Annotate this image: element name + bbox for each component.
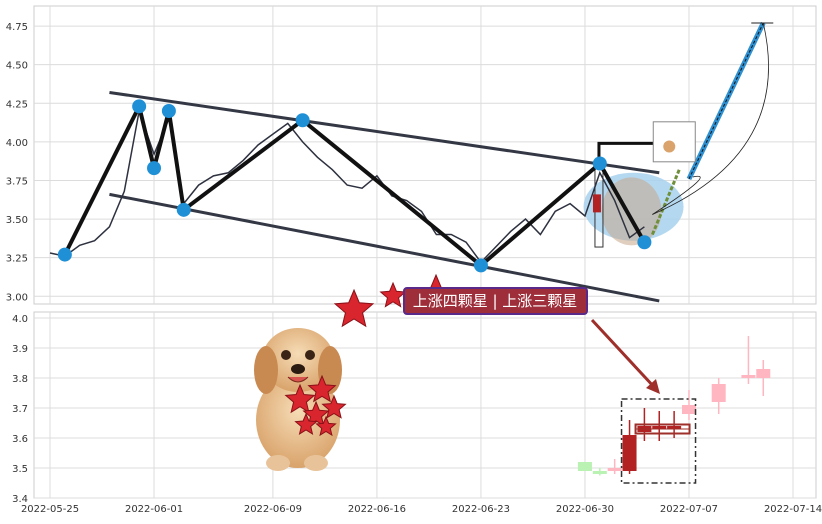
star-icon (321, 394, 347, 419)
pivot-point (176, 202, 191, 217)
top-y-tick-label: 4.75 (6, 22, 28, 33)
candle-body (711, 384, 726, 402)
bottom-y-tick-label: 4.0 (12, 314, 28, 325)
top-y-tick-label: 4.00 (6, 138, 28, 149)
x-tick-label: 2022-06-16 (348, 504, 406, 515)
candle-body (622, 435, 637, 471)
x-axis: 2022-05-25 2022-06-01 2022-06-09 2022-06-16… (21, 504, 822, 515)
star-icon (294, 412, 318, 435)
bottom-y-tick-label: 3.6 (12, 434, 28, 445)
pivot-point (161, 103, 176, 118)
star-icon (307, 374, 337, 403)
top-y-tick-label: 3.25 (6, 254, 28, 265)
projection-arc (652, 175, 701, 215)
star-icon (379, 281, 407, 308)
candle-body (756, 369, 771, 378)
highlight-bar (592, 194, 601, 213)
star-icon (284, 383, 316, 414)
top-y-tick-label: 4.50 (6, 61, 28, 72)
channel-lines (109, 90, 660, 303)
pivot-point (147, 161, 162, 176)
star-icon (302, 400, 330, 427)
x-tick-label: 2022-06-23 (452, 504, 510, 515)
bottom-decorations (620, 398, 697, 484)
x-tick-label: 2022-07-07 (660, 504, 718, 515)
annotation-label: 上涨四颗星 | 上涨三颗星 (403, 287, 588, 315)
bottom-y-tick-label: 3.5 (12, 464, 28, 475)
pivot-point (473, 258, 488, 273)
candlesticks (577, 336, 771, 476)
annotation-box (403, 287, 588, 315)
candle-body (577, 462, 592, 471)
bottom-y-tick-label: 3.8 (12, 374, 28, 385)
candle-body (607, 468, 622, 471)
star-icon (315, 415, 337, 437)
bottom-y-tick-label: 3.4 (12, 494, 28, 505)
annotation-text: 上涨四颗星 | 上涨三颗星 (413, 292, 578, 310)
channel-line (109, 192, 660, 303)
highlight-ellipse-inner (601, 177, 662, 246)
x-tick-label: 2022-06-30 (556, 504, 614, 515)
pivot-point (132, 99, 147, 114)
dog-stars-group (284, 374, 347, 437)
x-tick-label: 2022-06-09 (244, 504, 302, 515)
top-y-tick-label: 4.25 (6, 99, 28, 110)
dog-mascot-icon (254, 328, 342, 471)
top-y-tick-label: 3.00 (6, 292, 28, 303)
bottom-y-axis: 3.4 3.5 3.6 3.7 3.8 3.9 4.0 (12, 314, 28, 505)
candle-body (652, 426, 667, 429)
pivot-point (592, 156, 607, 171)
candle-body (681, 405, 696, 414)
pivot-point (57, 247, 72, 262)
pivot-point (295, 113, 310, 128)
top-y-tick-label: 3.75 (6, 176, 28, 187)
pivot-points (57, 99, 652, 273)
x-tick-label: 2022-07-14 (764, 504, 822, 515)
thumbnail-frame (652, 121, 696, 163)
pivot-point (637, 235, 652, 250)
candle-body (667, 426, 682, 429)
projection-arc2 (652, 22, 769, 215)
candle-body (592, 471, 607, 474)
bottom-panel-frame (33, 311, 817, 499)
dashed-selection-box (620, 398, 697, 484)
thumbnail-dog-icon (663, 140, 676, 153)
overlay-rect-inner (635, 428, 691, 434)
bottom-y-tick-label: 3.9 (12, 344, 28, 355)
projection-group (651, 21, 774, 236)
x-tick-label: 2022-05-25 (21, 504, 79, 515)
projection-line-dash (688, 22, 764, 180)
channel-line (109, 90, 660, 175)
x-tick-label: 2022-06-01 (125, 504, 183, 515)
star-icon (333, 288, 375, 328)
candle-body (741, 375, 756, 378)
bottom-y-tick-label: 3.7 (12, 404, 28, 415)
annotation-arrow (590, 318, 660, 394)
top-y-tick-label: 3.50 (6, 215, 28, 226)
top-y-axis: 3.00 3.25 3.50 3.75 4.00 4.25 4.50 4.75 (6, 22, 28, 303)
